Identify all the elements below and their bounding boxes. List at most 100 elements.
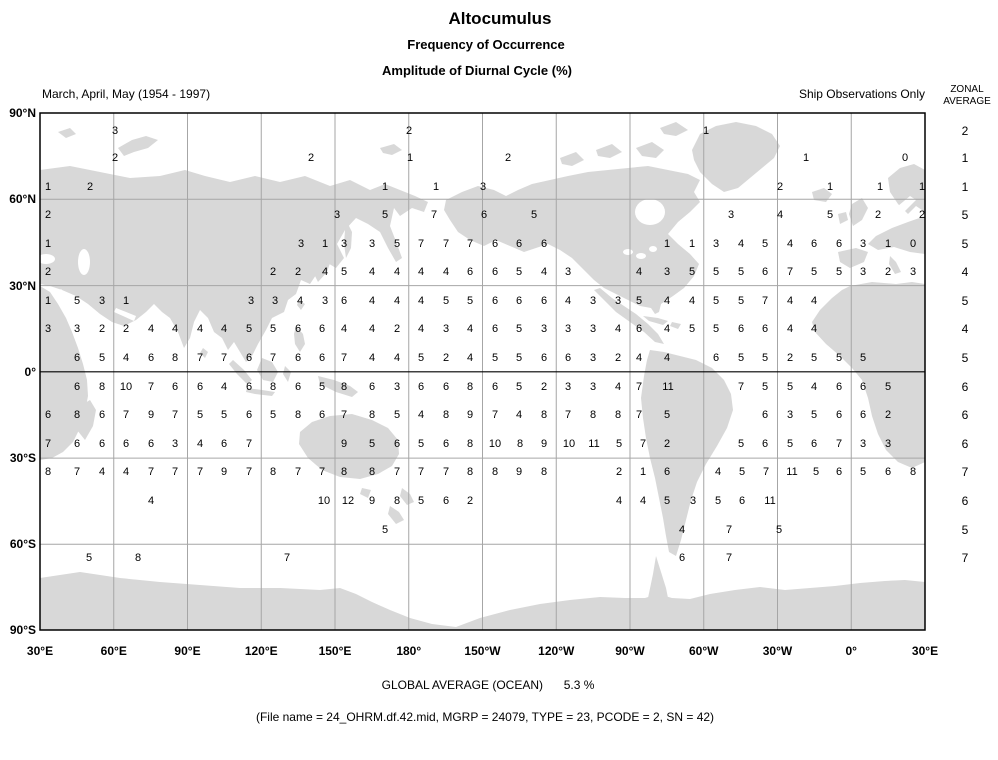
grid-value-55N: 2	[918, 209, 926, 221]
x-tick-label: 60°E	[100, 644, 127, 658]
grid-value-65N: 3	[479, 181, 487, 193]
grid-value-35S: 9	[515, 466, 523, 478]
grid-value-5S: 6	[73, 381, 81, 393]
grid-value-45N: 5	[393, 238, 401, 250]
grid-value-5S: 6	[294, 381, 302, 393]
grid-value-5N: 5	[98, 352, 106, 364]
grid-value-25S: 8	[466, 438, 474, 450]
grid-value-35N: 5	[712, 266, 720, 278]
y-tick-label: 30°N	[9, 278, 36, 293]
grid-value-5S: 6	[417, 381, 425, 393]
grid-value-35S: 5	[738, 466, 746, 478]
grid-value-45S: 4	[639, 495, 647, 507]
grid-value-15S: 7	[340, 409, 348, 421]
grid-value-45N: 6	[810, 238, 818, 250]
grid-value-35S: 8	[340, 466, 348, 478]
grid-value-35N: 5	[835, 266, 843, 278]
grid-value-75N: 2	[111, 152, 119, 164]
zonal-average-value-55N: 5	[961, 208, 969, 222]
grid-value-75N: 1	[406, 152, 414, 164]
grid-value-55N: 5	[826, 209, 834, 221]
grid-value-5S: 6	[859, 381, 867, 393]
grid-value-15N: 6	[761, 323, 769, 335]
grid-value-45S: 4	[615, 495, 623, 507]
grid-value-45N: 0	[909, 238, 917, 250]
grid-value-5N: 4	[466, 352, 474, 364]
grid-value-65S: 7	[283, 552, 291, 564]
grid-value-5N: 7	[220, 352, 228, 364]
landmass	[594, 288, 664, 344]
grid-value-25S: 7	[835, 438, 843, 450]
grid-value-65N: 1	[876, 181, 884, 193]
sea	[898, 196, 916, 212]
grid-value-25S: 9	[540, 438, 548, 450]
grid-value-65N: 1	[826, 181, 834, 193]
grid-value-15S: 8	[294, 409, 302, 421]
grid-value-25S: 6	[98, 438, 106, 450]
grid-value-15S: 6	[44, 409, 52, 421]
grid-value-25N: 4	[786, 295, 794, 307]
grid-value-25N: 5	[737, 295, 745, 307]
grid-value-55N: 6	[480, 209, 488, 221]
landmass	[660, 122, 688, 136]
grid-value-25S: 7	[245, 438, 253, 450]
map-frame	[39, 112, 926, 631]
grid-value-5N: 6	[147, 352, 155, 364]
grid-value-25N: 4	[663, 295, 671, 307]
grid-value-45N: 3	[368, 238, 376, 250]
grid-value-35N: 5	[810, 266, 818, 278]
grid-value-15S: 4	[417, 409, 425, 421]
grid-value-35N: 4	[321, 266, 329, 278]
grid-value-25N: 3	[247, 295, 255, 307]
grid-value-45N: 3	[340, 238, 348, 250]
landmass	[692, 122, 780, 192]
grid-value-15N: 5	[712, 323, 720, 335]
global-average-line: GLOBAL AVERAGE (OCEAN) 5.3 %	[382, 678, 595, 692]
grid-value-55S: 7	[725, 524, 733, 536]
grid-value-25S: 6	[810, 438, 818, 450]
grid-value-5N: 3	[589, 352, 597, 364]
grid-value-5N: 4	[122, 352, 130, 364]
x-tick-label: 120°E	[244, 644, 278, 658]
lake	[635, 199, 665, 225]
zonal-average-value-25N: 5	[961, 294, 969, 308]
x-tick-label: 30°E	[911, 644, 939, 658]
grid-value-5N: 5	[515, 352, 523, 364]
grid-value-25S: 7	[639, 438, 647, 450]
grid-value-15S: 6	[761, 409, 769, 421]
grid-value-25N: 4	[368, 295, 376, 307]
grid-value-5S: 5	[786, 381, 794, 393]
grid-value-35N: 4	[417, 266, 425, 278]
zonal-average-value-5N: 5	[961, 351, 969, 365]
landmass	[812, 188, 832, 202]
zonal-average-value-35N: 4	[961, 265, 969, 279]
season-range-label: March, April, May (1954 - 1997)	[42, 87, 211, 101]
grid-value-25N: 3	[614, 295, 622, 307]
grid-value-65N: 1	[381, 181, 389, 193]
grid-value-5S: 7	[635, 381, 643, 393]
grid-value-15N: 4	[614, 323, 622, 335]
y-tick-label: 30°S	[9, 451, 36, 466]
grid-value-35S: 7	[196, 466, 204, 478]
grid-value-35S: 5	[812, 466, 820, 478]
grid-value-5N: 7	[340, 352, 348, 364]
grid-value-55N: 5	[530, 209, 538, 221]
grid-value-15N: 3	[564, 323, 572, 335]
grid-value-55N: 7	[430, 209, 438, 221]
grid-value-15S: 3	[786, 409, 794, 421]
grid-value-55N: 2	[44, 209, 52, 221]
grid-value-25N: 4	[296, 295, 304, 307]
grid-value-15S: 8	[73, 409, 81, 421]
grid-value-35N: 5	[737, 266, 745, 278]
grid-value-45N: 1	[44, 238, 52, 250]
grid-value-5S: 6	[442, 381, 450, 393]
grid-value-25N: 3	[98, 295, 106, 307]
grid-value-25S: 4	[196, 438, 204, 450]
grid-value-5N: 6	[540, 352, 548, 364]
zonal-average-header-line2: AVERAGE	[943, 96, 991, 107]
grid-value-15S: 5	[663, 409, 671, 421]
grid-value-5S: 5	[515, 381, 523, 393]
grid-value-25S: 6	[442, 438, 450, 450]
grid-value-45S: 9	[368, 495, 376, 507]
grid-value-35S: 8	[491, 466, 499, 478]
